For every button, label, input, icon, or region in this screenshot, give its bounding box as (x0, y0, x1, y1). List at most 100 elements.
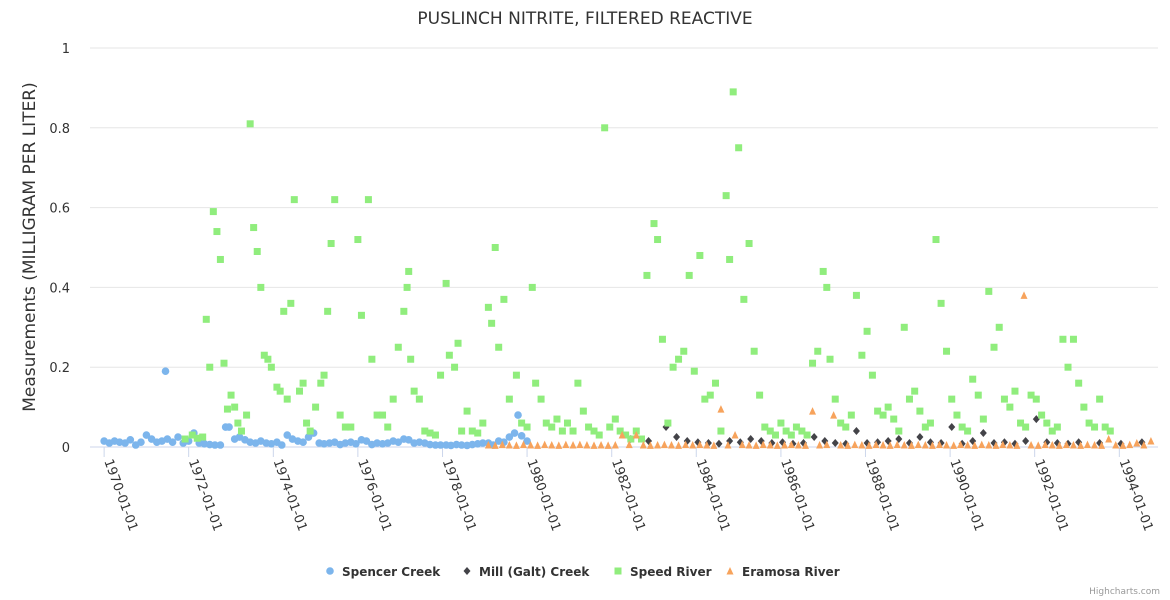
data-point[interactable] (660, 440, 668, 449)
data-point[interactable] (787, 440, 795, 449)
data-point[interactable] (632, 431, 640, 439)
data-point[interactable] (1006, 441, 1014, 449)
data-point[interactable] (1020, 291, 1028, 299)
data-point[interactable] (234, 419, 242, 427)
data-point[interactable] (168, 438, 177, 447)
data-point[interactable] (352, 440, 360, 448)
data-point[interactable] (510, 429, 519, 437)
data-point[interactable] (745, 240, 753, 248)
data-point[interactable] (852, 427, 860, 436)
data-point[interactable] (823, 283, 831, 291)
data-point[interactable] (484, 303, 492, 311)
legend-symbol[interactable] (726, 567, 734, 575)
data-point[interactable] (837, 441, 845, 449)
data-point[interactable] (442, 279, 450, 287)
data-point[interactable] (1034, 441, 1042, 449)
data-point[interactable] (223, 405, 231, 413)
data-point[interactable] (362, 437, 371, 445)
data-point[interactable] (327, 240, 335, 248)
data-point[interactable] (290, 196, 298, 204)
data-point[interactable] (928, 441, 936, 449)
data-point[interactable] (916, 433, 924, 442)
data-point[interactable] (562, 440, 570, 449)
data-point[interactable] (935, 440, 943, 449)
data-point[interactable] (548, 423, 556, 431)
data-point[interactable] (454, 339, 462, 347)
data-point[interactable] (847, 411, 855, 419)
data-point[interactable] (782, 427, 790, 435)
data-point[interactable] (181, 435, 189, 443)
data-point[interactable] (491, 441, 499, 449)
data-point[interactable] (299, 379, 307, 387)
data-point[interactable] (518, 419, 526, 427)
data-point[interactable] (673, 433, 681, 442)
data-point[interactable] (597, 441, 605, 449)
data-point[interactable] (407, 355, 415, 363)
data-point[interactable] (971, 441, 979, 449)
data-point[interactable] (865, 441, 873, 449)
data-point[interactable] (964, 441, 972, 449)
data-point[interactable] (379, 411, 387, 419)
data-point[interactable] (541, 440, 549, 449)
legend-item[interactable]: Speed River (614, 565, 712, 579)
data-point[interactable] (826, 355, 834, 363)
data-point[interactable] (868, 371, 876, 379)
data-point[interactable] (484, 441, 492, 449)
data-point[interactable] (1147, 437, 1155, 445)
data-point[interactable] (735, 144, 743, 152)
data-point[interactable] (985, 287, 993, 295)
data-point[interactable] (738, 440, 746, 449)
data-point[interactable] (306, 427, 314, 435)
data-point[interactable] (682, 440, 690, 449)
legend-symbol[interactable] (614, 567, 622, 575)
data-point[interactable] (858, 351, 866, 359)
data-point[interactable] (1085, 419, 1093, 427)
data-point[interactable] (514, 411, 522, 419)
data-point[interactable] (724, 441, 732, 449)
data-point[interactable] (384, 423, 392, 431)
data-point[interactable] (884, 403, 892, 411)
data-point[interactable] (907, 441, 915, 449)
data-point[interactable] (837, 419, 845, 427)
data-point[interactable] (174, 433, 182, 441)
legend-label[interactable]: Mill (Galt) Creek (479, 565, 590, 579)
data-point[interactable] (498, 440, 506, 449)
data-point[interactable] (231, 403, 239, 411)
data-point[interactable] (202, 315, 210, 323)
data-point[interactable] (354, 236, 362, 244)
data-point[interactable] (756, 391, 764, 399)
data-point[interactable] (1096, 395, 1104, 403)
data-point[interactable] (943, 347, 951, 355)
data-point[interactable] (1098, 441, 1106, 449)
data-point[interactable] (777, 419, 785, 427)
data-point[interactable] (320, 371, 328, 379)
data-point[interactable] (389, 395, 397, 403)
data-point[interactable] (696, 440, 704, 449)
data-point[interactable] (273, 383, 281, 391)
legend-item[interactable]: Mill (Galt) Creek (463, 565, 591, 579)
data-point[interactable] (831, 395, 839, 403)
legend-symbol[interactable] (326, 567, 334, 575)
data-point[interactable] (729, 88, 737, 96)
data-point[interactable] (142, 431, 151, 439)
data-point[interactable] (974, 391, 982, 399)
data-point[interactable] (717, 427, 725, 435)
data-point[interactable] (948, 395, 956, 403)
data-point[interactable] (347, 423, 355, 431)
data-point[interactable] (574, 379, 582, 387)
data-point[interactable] (701, 395, 709, 403)
data-point[interactable] (505, 441, 513, 449)
data-point[interactable] (410, 387, 418, 395)
data-point[interactable] (317, 379, 325, 387)
data-point[interactable] (1006, 403, 1014, 411)
data-point[interactable] (654, 441, 662, 449)
data-point[interactable] (622, 431, 630, 439)
data-point[interactable] (579, 407, 587, 415)
data-point[interactable] (250, 224, 258, 232)
data-point[interactable] (331, 196, 339, 204)
data-point[interactable] (500, 295, 508, 303)
data-point[interactable] (852, 291, 860, 299)
data-point[interactable] (680, 347, 688, 355)
data-point[interactable] (823, 440, 831, 449)
data-point[interactable] (637, 435, 645, 443)
